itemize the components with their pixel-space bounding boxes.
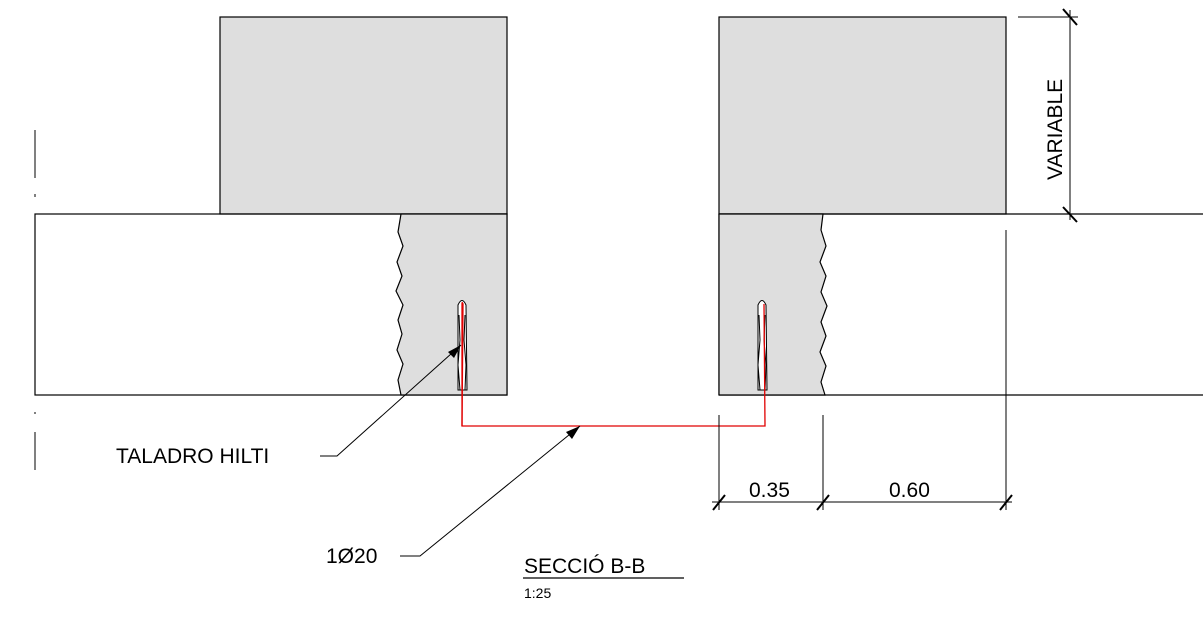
right-drill-hole xyxy=(757,300,768,391)
variable-label: VARIABLE xyxy=(1044,79,1067,180)
section-title: SECCIÓ B-B xyxy=(524,555,645,578)
rebar-1o20 xyxy=(461,301,766,427)
rebar-label: 1Ø20 xyxy=(326,545,377,568)
rebar-leader xyxy=(400,425,581,557)
left-concrete-strip xyxy=(395,213,508,396)
section-scale: 1:25 xyxy=(524,585,551,601)
vertical-dimension xyxy=(1018,8,1078,223)
dimension-right-label: 0.60 xyxy=(889,479,930,502)
right-upper-concrete-block xyxy=(718,16,1007,215)
drill-label: TALADRO HILTI xyxy=(116,445,269,468)
drill-leader xyxy=(320,344,462,457)
dimension-left-label: 0.35 xyxy=(749,479,790,502)
right-concrete-strip xyxy=(718,213,828,396)
left-upper-concrete-block xyxy=(219,16,508,215)
bottom-dimension xyxy=(712,230,1013,511)
